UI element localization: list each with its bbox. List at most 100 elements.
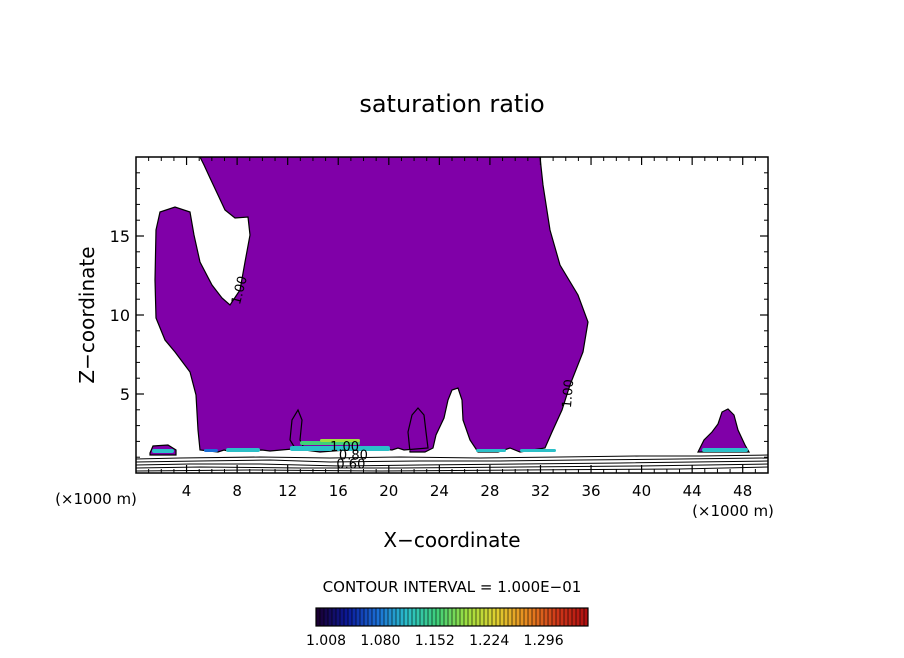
- colorbar-swatch: [520, 608, 524, 626]
- colorbar-swatch: [400, 608, 404, 626]
- contour-label-1: 1.00: [560, 379, 577, 409]
- colorbar-swatch: [412, 608, 416, 626]
- colorbar-swatch: [384, 608, 388, 626]
- colorbar-swatch: [416, 608, 420, 626]
- colorbar-swatch: [480, 608, 484, 626]
- chart-title: saturation ratio: [359, 90, 544, 118]
- colorbar-swatch: [392, 608, 396, 626]
- colorbar-label-1: 1.080: [360, 633, 400, 649]
- x-axis-unit-right: (×1000 m): [692, 502, 774, 520]
- colorbar-swatch: [540, 608, 544, 626]
- colorbar-swatch: [396, 608, 400, 626]
- colorbar-swatch: [340, 608, 344, 626]
- colorbar-swatch: [436, 608, 440, 626]
- y-axis: 5 10 15: [110, 172, 768, 458]
- colorbar-swatch: [576, 608, 580, 626]
- colorbar-swatch: [476, 608, 480, 626]
- colorbar-swatch: [492, 608, 496, 626]
- colorbar-swatch: [508, 608, 512, 626]
- x-tick-label-6: 28: [480, 482, 499, 500]
- x-tick-label-11: 48: [733, 482, 752, 500]
- contour-labels: 1.001.001.000.800.60: [229, 274, 577, 472]
- colorbar-swatch: [388, 608, 392, 626]
- colorbar-swatch: [332, 608, 336, 626]
- colorbar-swatch: [560, 608, 564, 626]
- colorbar-swatch: [532, 608, 536, 626]
- y-tick-label-1: 10: [110, 306, 130, 325]
- colorbar-swatch: [376, 608, 380, 626]
- colorbar-swatch: [500, 608, 504, 626]
- colorbar-labels: 1.008 1.080 1.152 1.224 1.296: [306, 633, 564, 649]
- x-tick-label-10: 44: [683, 482, 702, 500]
- colorbar-swatch: [336, 608, 340, 626]
- x-tick-label-0: 4: [182, 482, 192, 500]
- colorbar-swatch: [516, 608, 520, 626]
- colorbar: [315, 607, 589, 627]
- colorbar-swatch: [348, 608, 352, 626]
- colorbar-swatch: [320, 608, 324, 626]
- colorbar-swatch: [468, 608, 472, 626]
- colorbar-swatch: [344, 608, 348, 626]
- colorbar-swatch: [420, 608, 424, 626]
- contour-label-2: 1.00: [330, 440, 359, 455]
- x-tick-label-4: 20: [379, 482, 398, 500]
- surface-contour-lines: [136, 454, 768, 472]
- colorbar-swatch: [504, 608, 508, 626]
- colorbar-swatch: [404, 608, 408, 626]
- colorbar-swatch: [372, 608, 376, 626]
- colorbar-swatch: [564, 608, 568, 626]
- colorbar-swatch: [488, 608, 492, 626]
- x-tick-label-2: 12: [278, 482, 297, 500]
- x-axis: 4 8 12 16 20 24 28 32 36 40 44 48: [148, 157, 756, 500]
- colorbar-frame: [315, 607, 589, 627]
- colorbar-label-2: 1.152: [415, 633, 455, 649]
- colorbar-swatch: [544, 608, 548, 626]
- colorbar-swatch: [484, 608, 488, 626]
- high-supersaturation-streaks: [152, 439, 748, 453]
- saturation-region-main: [154, 157, 589, 453]
- colorbar-swatch: [548, 608, 552, 626]
- y-tick-label-2: 15: [110, 227, 130, 246]
- contour-interval: CONTOUR INTERVAL = 1.000E−01: [323, 578, 582, 596]
- colorbar-swatch: [444, 608, 448, 626]
- colorbar-swatch: [408, 608, 412, 626]
- colorbar-swatch: [524, 608, 528, 626]
- x-tick-label-7: 32: [531, 482, 550, 500]
- x-axis-label: X−coordinate: [383, 528, 520, 552]
- colorbar-swatch: [316, 608, 320, 626]
- colorbar-swatch: [580, 608, 584, 626]
- colorbar-swatch: [464, 608, 468, 626]
- colorbar-swatch: [448, 608, 452, 626]
- colorbar-swatch: [472, 608, 476, 626]
- contour-label-0: 1.00: [229, 274, 251, 306]
- colorbar-swatch: [380, 608, 384, 626]
- colorbar-swatch: [536, 608, 540, 626]
- colorbar-swatch: [552, 608, 556, 626]
- colorbar-swatch: [556, 608, 560, 626]
- colorbar-swatch: [512, 608, 516, 626]
- colorbar-swatch: [496, 608, 500, 626]
- colorbar-swatch: [424, 608, 428, 626]
- x-tick-label-8: 36: [581, 482, 600, 500]
- contour-label-4: 0.60: [336, 457, 365, 472]
- colorbar-swatch: [360, 608, 364, 626]
- colorbar-swatch: [432, 608, 436, 626]
- colorbar-swatch: [364, 608, 368, 626]
- colorbar-swatch: [440, 608, 444, 626]
- x-tick-label-5: 24: [430, 482, 449, 500]
- contour-label-3: 0.80: [339, 449, 368, 464]
- colorbar-swatch: [328, 608, 332, 626]
- x-tick-label-1: 8: [232, 482, 242, 500]
- colorbar-swatch: [352, 608, 356, 626]
- colorbar-label-4: 1.296: [524, 633, 564, 649]
- x-tick-label-9: 40: [632, 482, 651, 500]
- colorbar-label-0: 1.008: [306, 633, 346, 649]
- colorbar-swatch: [428, 608, 432, 626]
- colorbar-label-3: 1.224: [469, 633, 509, 649]
- x-tick-label-3: 16: [329, 482, 348, 500]
- colorbar-swatch: [456, 608, 460, 626]
- colorbar-swatch: [568, 608, 572, 626]
- colorbar-swatch: [584, 608, 588, 626]
